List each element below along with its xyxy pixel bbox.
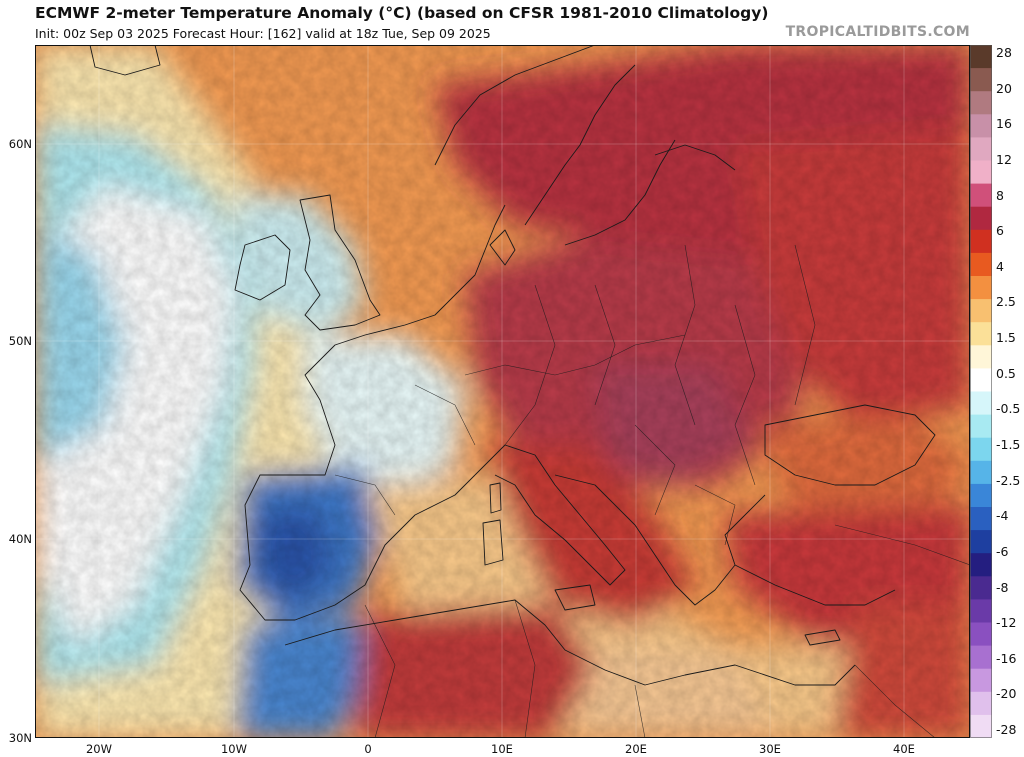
lon-label-30e: 30E — [759, 742, 781, 756]
colorbar-swatch — [970, 183, 992, 208]
colorbar-label: 20 — [996, 80, 1012, 96]
colorbar-swatch — [970, 714, 992, 738]
cyprus-coast — [804, 629, 841, 646]
colorbar-swatch — [970, 645, 992, 670]
lat-label-40n: 40N — [8, 532, 32, 546]
black-sea-coast — [764, 404, 936, 486]
lon-label-20w: 20W — [85, 742, 113, 756]
colorbar-swatch — [970, 114, 992, 138]
colorbar-swatch — [970, 622, 992, 647]
sicily-coast — [554, 584, 596, 611]
lon-label-10e: 10E — [491, 742, 513, 756]
colorbar-label: 6 — [996, 223, 1004, 239]
colorbar-label: -16 — [996, 650, 1017, 666]
colorbar-label: 2.5 — [996, 294, 1016, 310]
colorbar-label: -20 — [996, 686, 1017, 702]
colorbar-label: 0.5 — [996, 365, 1016, 381]
colorbar-label: 1.5 — [996, 330, 1016, 346]
coastlines — [89, 45, 936, 686]
colorbar-swatch — [970, 160, 992, 185]
colorbar-swatch — [970, 507, 992, 531]
colorbar-label: -2.5 — [996, 472, 1021, 488]
iceland-coast — [89, 45, 161, 76]
sweden-baltic-coast — [524, 64, 676, 246]
temperature-anomaly-map — [35, 45, 970, 738]
colorbar-label: 8 — [996, 187, 1004, 203]
colorbar-swatch — [970, 460, 992, 485]
colorbar-swatch — [970, 414, 992, 439]
lat-label-50n: 50N — [8, 334, 32, 348]
colorbar-swatch — [970, 68, 992, 92]
ireland-coast — [234, 234, 291, 301]
denmark-coast — [489, 229, 516, 266]
colorbar-label: 4 — [996, 258, 1004, 274]
colorbar-frame — [970, 45, 992, 738]
colorbar-swatch — [970, 368, 992, 393]
colorbar-swatch — [970, 483, 992, 508]
lat-label-60n: 60N — [8, 137, 32, 151]
europe-west-coast — [239, 204, 506, 621]
great-britain-coast — [299, 194, 381, 331]
sardinia-coast — [482, 519, 504, 566]
colorbar-label: 12 — [996, 151, 1012, 167]
finland-coast — [654, 144, 736, 171]
colorbar-label: 16 — [996, 116, 1012, 132]
colorbar-label: -1.5 — [996, 436, 1021, 452]
colorbar-label: -12 — [996, 615, 1017, 631]
colorbar-swatch — [970, 530, 992, 554]
colorbar-swatch — [970, 45, 992, 69]
graticule — [35, 45, 970, 738]
anomaly-texture — [35, 45, 970, 738]
colorbar-label: -28 — [996, 722, 1017, 737]
balkans-coast — [554, 474, 766, 606]
turkey-coast — [734, 564, 896, 606]
colorbar-label: 28 — [996, 45, 1012, 60]
colorbar-swatch — [970, 345, 992, 369]
colorbar-label: -0.5 — [996, 401, 1021, 417]
lat-label-30n: 30N — [8, 731, 32, 745]
lon-label-40e: 40E — [893, 742, 915, 756]
colorbar-swatch — [970, 668, 992, 693]
colorbar-swatch — [970, 299, 992, 323]
colorbar-label: -4 — [996, 508, 1009, 524]
colorbar-swatch — [970, 553, 992, 577]
map-subtitle: Init: 00z Sep 03 2025 Forecast Hour: [16… — [35, 26, 491, 41]
colorbar-swatch — [970, 437, 992, 462]
colorbar — [970, 45, 992, 738]
colorbar-swatch — [970, 599, 992, 624]
lon-label-20e: 20E — [625, 742, 647, 756]
colorbar-label: -6 — [996, 543, 1009, 559]
colorbar-swatch — [970, 691, 992, 716]
italy-coast — [474, 444, 626, 586]
lon-label-10w: 10W — [220, 742, 248, 756]
map-frame — [35, 45, 970, 738]
north-africa-coast — [284, 599, 856, 686]
lon-label-0: 0 — [364, 742, 372, 756]
colorbar-swatch — [970, 391, 992, 416]
map-title: ECMWF 2-meter Temperature Anomaly (°C) (… — [35, 4, 769, 22]
norway-coast — [434, 45, 596, 166]
colorbar-swatch — [970, 91, 992, 115]
site-watermark[interactable]: TROPICALTIDBITS.COM — [785, 24, 970, 40]
country-borders — [334, 244, 970, 738]
colorbar-label: -8 — [996, 579, 1009, 595]
colorbar-swatch — [970, 576, 992, 600]
colorbar-swatch — [970, 252, 992, 277]
colorbar-swatch — [970, 322, 992, 346]
colorbar-swatch — [970, 206, 992, 231]
colorbar-swatch — [970, 276, 992, 300]
colorbar-swatch — [970, 137, 992, 162]
colorbar-swatch — [970, 229, 992, 254]
corsica-coast — [489, 482, 502, 514]
